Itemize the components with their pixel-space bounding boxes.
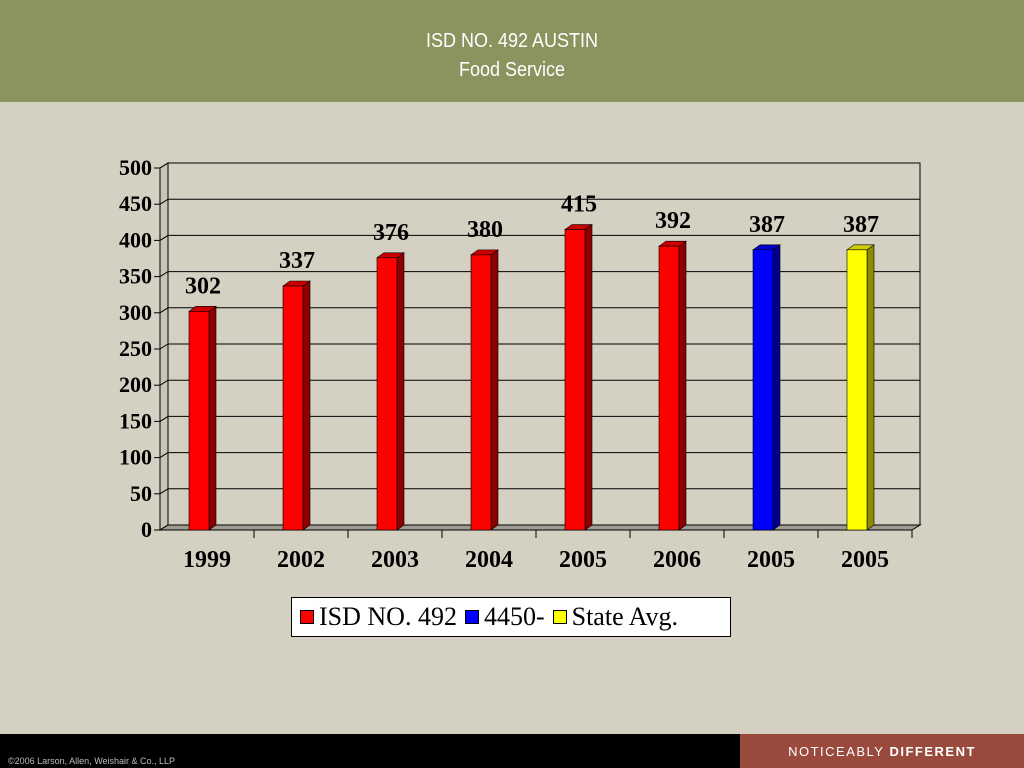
legend-label: State Avg. <box>571 602 679 631</box>
bar-chart: 0 50 100 150 200 250 300 350 400 450 500 302 1999 337… <box>119 155 922 573</box>
data-label: 387 <box>843 212 879 238</box>
data-label: 337 <box>279 248 315 274</box>
legend-label: ISD NO. 492 <box>319 602 457 631</box>
bar <box>658 245 680 531</box>
data-label: 415 <box>561 192 597 218</box>
bar <box>470 254 492 531</box>
bar-side <box>490 249 499 531</box>
tagline-bold: DIFFERENT <box>889 743 976 759</box>
y-tick-label: 0 <box>141 517 152 542</box>
gridline <box>159 198 920 205</box>
bar <box>752 249 774 531</box>
gridline <box>159 234 920 241</box>
y-tick-label: 400 <box>119 227 152 252</box>
y-tick-label: 200 <box>119 372 152 397</box>
x-tick-label: 2006 <box>653 547 701 573</box>
legend-swatch <box>300 610 314 624</box>
legend-label: 4450- <box>483 602 545 631</box>
x-tick-label: 1999 <box>183 547 231 573</box>
legend-item: State Avg. <box>552 602 679 632</box>
legend-item: ISD NO. 492 <box>300 602 457 632</box>
slide-footer: ©2006 Larson, Allen, Weishair & Co., LLP… <box>0 734 1024 768</box>
data-label: 380 <box>467 217 503 243</box>
y-tick-label: 250 <box>119 336 152 361</box>
x-tick-label: 2005 <box>841 547 889 573</box>
bar-side <box>208 305 217 531</box>
y-tick-label: 350 <box>119 264 152 289</box>
copyright-text: ©2006 Larson, Allen, Weishair & Co., LLP <box>8 756 176 766</box>
data-label: 302 <box>185 273 221 299</box>
chart-area: 0 50 100 150 200 250 300 350 400 450 500 302 1999 337… <box>0 102 1024 734</box>
bar-side <box>866 244 875 531</box>
bar-side <box>678 240 687 531</box>
y-tick-label: 450 <box>119 191 152 216</box>
x-tick-label: 2002 <box>277 547 325 573</box>
y-tick-label: 500 <box>119 155 152 180</box>
bar <box>564 229 586 531</box>
y-tick-label: 300 <box>119 300 152 325</box>
bar-side <box>772 244 781 531</box>
bar-side <box>584 223 593 531</box>
tagline-regular: NOTICEABLY <box>788 743 885 759</box>
y-tick-label: 50 <box>130 481 152 506</box>
plot-floor <box>158 524 922 531</box>
slide-subtitle: Food Service <box>458 59 566 81</box>
bar <box>188 311 210 531</box>
bar-side <box>302 280 311 531</box>
gridline <box>159 162 920 169</box>
slide-header: ISD NO. 492 AUSTIN Food Service <box>0 0 1024 102</box>
data-label: 387 <box>749 212 785 238</box>
y-tick-label: 100 <box>119 445 152 470</box>
x-tick-label: 2003 <box>371 547 419 573</box>
chart-legend: ISD NO. 492 4450- State Avg. <box>291 597 731 637</box>
x-tick-label: 2005 <box>559 547 607 573</box>
data-label: 392 <box>655 208 691 234</box>
data-label: 376 <box>373 220 409 246</box>
legend-swatch <box>552 610 567 624</box>
tagline: NOTICEABLY DIFFERENT <box>740 734 1024 768</box>
x-tick-label: 2004 <box>465 547 513 573</box>
bar-side <box>396 252 405 531</box>
slide-title: ISD NO. 492 AUSTIN <box>425 30 599 52</box>
y-tick-label: 150 <box>119 408 152 433</box>
legend-swatch <box>464 610 479 624</box>
bar <box>376 257 398 531</box>
x-tick-label: 2005 <box>747 547 795 573</box>
bar <box>846 249 868 531</box>
legend-item: 4450- <box>464 602 545 632</box>
bar <box>282 285 304 531</box>
